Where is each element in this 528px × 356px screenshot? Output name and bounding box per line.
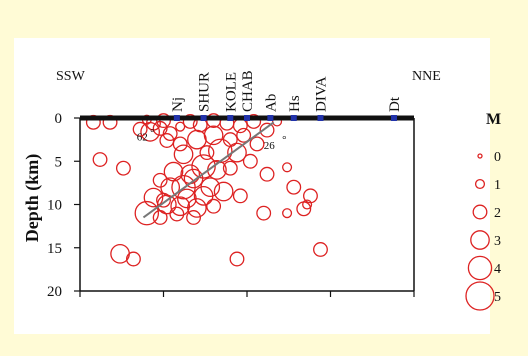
event-marker (203, 125, 224, 146)
event-marker (206, 198, 222, 214)
event-marker (282, 208, 293, 219)
legend-label: 4 (494, 262, 501, 277)
station-label: CHAB (240, 70, 256, 112)
y-tick-label: 10 (47, 198, 62, 214)
event-marker (246, 114, 262, 129)
station-markers (173, 115, 397, 121)
event-marker (313, 242, 328, 257)
legend-marker (472, 204, 488, 220)
event-marker (140, 121, 160, 142)
event-marker (191, 154, 216, 179)
event-marker (249, 136, 265, 152)
legend-marker (477, 153, 483, 159)
fault-line (142, 121, 275, 219)
event-marker (173, 144, 194, 165)
event-marker (303, 188, 318, 204)
event-marker (115, 160, 131, 176)
legend-label: 0 (494, 150, 501, 165)
station-marker (227, 115, 234, 121)
station-marker (244, 115, 250, 121)
event-marker (132, 121, 148, 137)
event-marker (302, 199, 313, 210)
y-tick-label: 5 (55, 154, 63, 170)
magnitude-legend: 0 1 2 3 4 5 (465, 150, 501, 311)
legend-label: 3 (494, 234, 501, 249)
station-label: KOLE (223, 72, 239, 112)
event-marker (222, 160, 238, 176)
station-marker (173, 115, 180, 121)
event-marker (236, 127, 252, 143)
legend-title: M (486, 111, 501, 128)
angle-annotation: 62 (137, 131, 148, 143)
station-label: Hs (287, 95, 303, 112)
angle-annotation: 26 (264, 140, 276, 152)
event-marker (193, 186, 214, 206)
plot-panel (14, 38, 490, 334)
station-label: Dt (387, 96, 403, 112)
event-marker (229, 251, 245, 267)
direction-right-label: NNE (412, 69, 441, 84)
event-marker (143, 187, 164, 208)
event-marker (186, 210, 202, 225)
station-labels: Nj SHUR KOLE CHAB Ab Hs DIVA Dt (170, 70, 403, 112)
station-label: DIVA (313, 76, 329, 112)
station-marker (317, 115, 324, 121)
event-marker (152, 210, 168, 225)
y-tick-label: 20 (47, 284, 62, 300)
event-marker (199, 145, 215, 161)
event-marker (256, 205, 272, 221)
event-marker (259, 166, 275, 182)
annotations: 62 °26° (137, 127, 287, 152)
event-marker (162, 126, 178, 142)
legend-marker (467, 255, 493, 281)
station-marker (390, 115, 397, 121)
angle-annotation: ° (282, 134, 286, 146)
y-axis-label: Depth (km) (22, 154, 43, 243)
event-marker (134, 200, 160, 226)
event-marker (169, 206, 185, 222)
angle-annotation: ° (150, 127, 154, 139)
event-marker (125, 251, 141, 267)
legend-label: 1 (494, 178, 501, 193)
event-marker (282, 162, 293, 173)
event-marker (242, 153, 258, 169)
event-marker (175, 121, 186, 132)
event-marker (152, 172, 168, 188)
axis-ticks: 0 5 10 15 20 (47, 111, 415, 300)
direction-left-label: SSW (56, 69, 86, 84)
event-marker (156, 113, 171, 129)
station-marker (290, 115, 297, 121)
event-marker (183, 168, 204, 189)
legend-marker (474, 178, 486, 190)
station-label: Ab (263, 94, 279, 112)
event-marker (213, 181, 234, 202)
event-marker (296, 201, 312, 217)
event-marker (177, 188, 197, 209)
event-marker (182, 114, 198, 129)
event-marker (232, 188, 248, 204)
station-label: SHUR (197, 72, 213, 112)
station-marker (267, 115, 274, 121)
event-marker (156, 192, 171, 208)
event-marker (259, 122, 275, 138)
station-label: Nj (170, 97, 186, 112)
event-marker (92, 152, 108, 167)
event-marker (172, 136, 188, 152)
legend-marker (470, 230, 490, 250)
legend-marker (465, 281, 495, 311)
event-marker (170, 196, 191, 217)
legend-label: 5 (494, 290, 501, 305)
event-marker (152, 120, 168, 136)
event-marker (227, 142, 247, 163)
y-tick-label: 15 (47, 241, 62, 257)
legend-label: 2 (494, 206, 501, 221)
y-tick-label: 0 (55, 111, 63, 127)
station-marker (200, 115, 207, 121)
event-marker (286, 179, 302, 195)
